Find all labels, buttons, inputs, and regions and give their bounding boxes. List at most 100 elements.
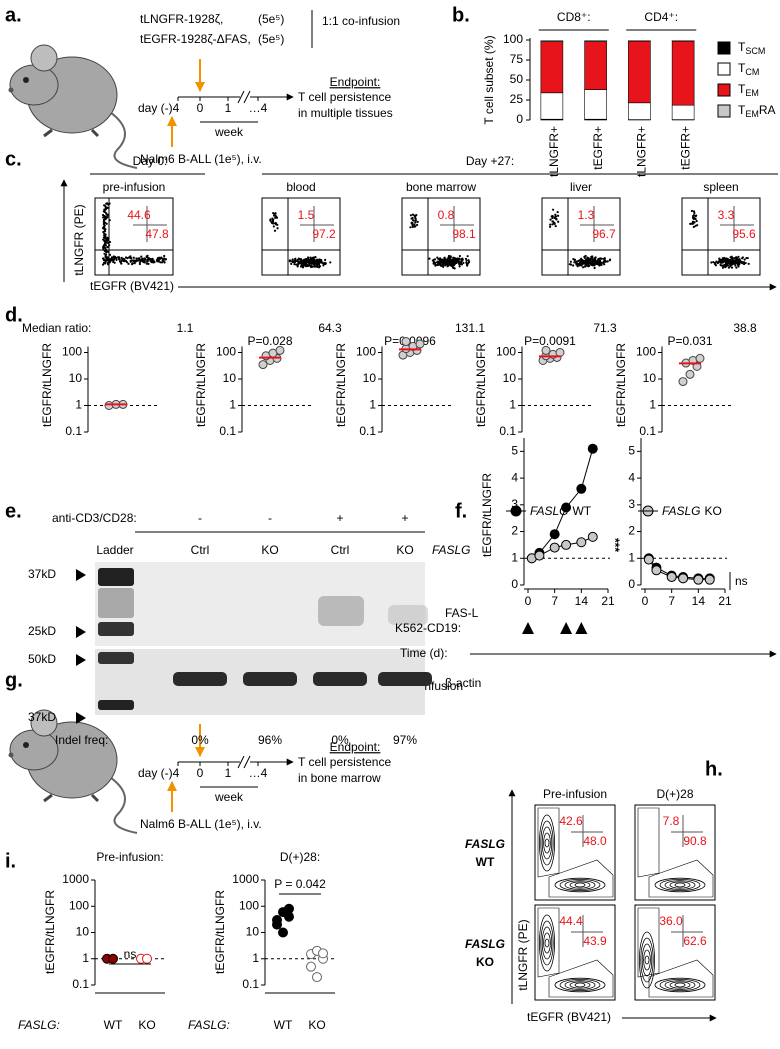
event-dot (133, 262, 136, 265)
point (678, 573, 689, 584)
event-dot (276, 223, 279, 226)
timepoint: …4 (249, 101, 268, 115)
point (693, 574, 704, 585)
indel-value: 0% (331, 733, 349, 747)
event-dot (569, 260, 572, 263)
event-dot (411, 213, 415, 216)
event-dot (113, 261, 116, 264)
y-tick-label: 10 (246, 925, 260, 939)
event-dot (102, 222, 106, 225)
event-dot (438, 257, 442, 260)
event-dot (738, 258, 741, 261)
event-dot (288, 259, 292, 262)
event-dot (273, 229, 277, 232)
mouse-nose (8, 87, 14, 93)
event-dot (108, 261, 111, 264)
dose: (5e⁵) (258, 12, 284, 26)
point (306, 961, 316, 972)
endpoint: T cell persistence (298, 90, 391, 104)
event-dot (465, 259, 468, 262)
event-dot (551, 223, 554, 226)
point (576, 537, 587, 548)
plot-frame (534, 904, 616, 1001)
event-dot (104, 246, 107, 250)
panel-label: h. (705, 758, 723, 780)
legend-label: TCM (738, 61, 759, 77)
contour (541, 926, 553, 960)
timepoint-header: Day 0: (133, 154, 168, 168)
contour (644, 955, 650, 965)
event-dot (577, 262, 581, 265)
event-dot (291, 258, 294, 261)
event-dot (443, 260, 447, 263)
y-tick-label: 100 (496, 345, 516, 359)
ladder-band (98, 622, 134, 636)
stim-sign: - (268, 511, 272, 525)
event-dot (310, 261, 313, 264)
y-tick-label: 10 (69, 371, 83, 385)
event-dot (556, 214, 560, 217)
event-dot (603, 263, 606, 266)
event-dot (110, 256, 114, 259)
event-dot (710, 261, 713, 264)
event-dot (272, 225, 275, 228)
contour (569, 981, 591, 989)
contour (674, 882, 686, 888)
gate (637, 907, 660, 978)
event-dot (106, 246, 109, 249)
endpoint: in multiple tissues (298, 106, 393, 120)
event-dot (548, 225, 552, 228)
protein-band (388, 605, 428, 625)
y-tick-label: 0 (516, 112, 523, 126)
event-dot (304, 265, 307, 268)
x-tick-label: 14 (692, 594, 706, 608)
event-dot (734, 264, 737, 267)
plot-frame (261, 197, 341, 276)
event-dot (293, 263, 296, 266)
stim-marker (575, 622, 588, 634)
legend-suffix: RA (759, 103, 776, 117)
legend-swatch (717, 62, 731, 76)
y-tick-label: 5 (511, 444, 518, 458)
event-dot (447, 257, 450, 260)
event-dot (689, 222, 692, 225)
event-dot (556, 210, 559, 214)
y-axis-label: tLNGFR (PE) (72, 204, 86, 275)
event-dot (551, 215, 554, 218)
event-dot (716, 261, 719, 264)
contour (544, 938, 550, 948)
bar-segment (671, 104, 695, 120)
event-dot (135, 257, 138, 260)
event-dot (742, 261, 746, 264)
event-dot (136, 259, 139, 262)
stim-label: K562-CD19: (395, 621, 461, 635)
event-dot (437, 263, 440, 266)
x-tick-label: WT (104, 1018, 123, 1032)
legend-label: FASLG KO (662, 504, 722, 518)
event-dot (413, 223, 416, 226)
x-tick-label: KO (308, 1018, 325, 1032)
legend-subscript: EM (745, 109, 759, 119)
protein-band (173, 672, 227, 686)
event-dot (411, 219, 415, 222)
event-dot (297, 257, 300, 260)
time-label: Time (d): (400, 646, 448, 660)
event-dot (721, 266, 725, 269)
point (272, 919, 282, 930)
y-tick-label: 2 (511, 524, 518, 538)
event-dot (604, 260, 607, 263)
event-dot (441, 258, 444, 261)
event-dot (119, 261, 122, 264)
event-dot (290, 262, 293, 265)
event-dot (587, 257, 590, 260)
event-dot (583, 265, 586, 268)
marker-arrow (76, 569, 86, 581)
timepoint-header: Day +27: (466, 154, 514, 168)
bar-segment (540, 40, 564, 42)
y-tick-label: 0.1 (72, 977, 89, 991)
event-dot (747, 262, 750, 265)
event-dot (549, 223, 552, 226)
day-label: day (-)4 (138, 101, 180, 115)
event-dot (316, 265, 319, 268)
event-dot (694, 214, 697, 217)
